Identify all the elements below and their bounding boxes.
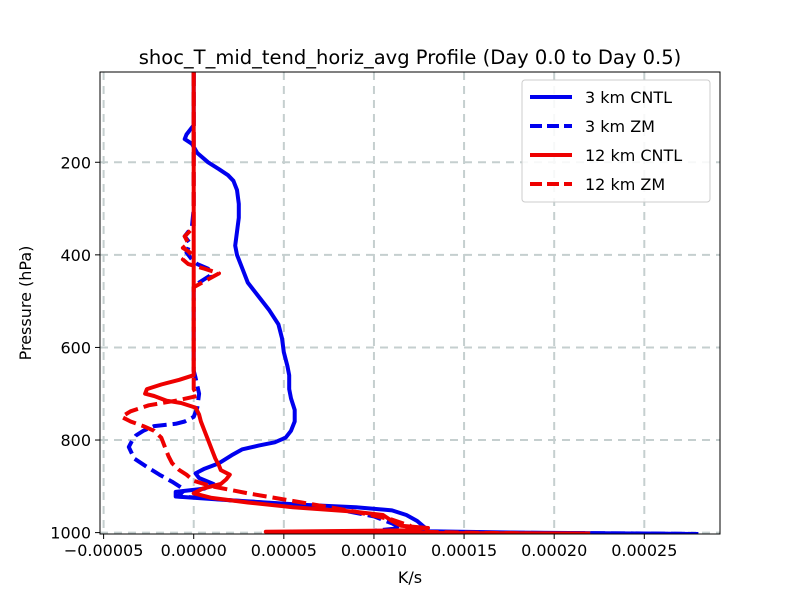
chart-title: shoc_T_mid_tend_horiz_avg Profile (Day 0… xyxy=(139,46,681,69)
y-tick-label: 600 xyxy=(60,338,91,357)
legend-label: 12 km CNTL xyxy=(585,146,682,165)
legend-label: 3 km ZM xyxy=(585,117,655,136)
x-tick-label: −0.00005 xyxy=(64,541,144,560)
x-axis-label: K/s xyxy=(398,568,422,587)
x-tick-label: 0.00005 xyxy=(251,541,317,560)
series-layer xyxy=(119,72,699,534)
y-axis: 200 400 600 800 1000 xyxy=(50,153,100,543)
x-axis: −0.00005 0.00000 0.00005 0.00010 0.00015 0.00… xyxy=(64,534,677,560)
x-tick-label: 0.00000 xyxy=(161,541,227,560)
legend-label: 3 km CNTL xyxy=(585,88,672,107)
y-tick-label: 400 xyxy=(60,246,91,265)
y-tick-label: 800 xyxy=(60,431,91,450)
x-tick-label: 0.00025 xyxy=(611,541,677,560)
plot-frame xyxy=(99,71,721,535)
y-tick-label: 200 xyxy=(60,153,91,172)
legend-box xyxy=(521,79,711,203)
legend: 3 km CNTL 3 km ZM 12 km CNTL 12 km ZM xyxy=(521,79,711,203)
legend-label: 12 km ZM xyxy=(585,175,665,194)
y-axis-label: Pressure (hPa) xyxy=(16,246,35,361)
x-tick-label: 0.00020 xyxy=(521,541,587,560)
x-tick-label: 0.00010 xyxy=(341,541,407,560)
x-tick-label: 0.00015 xyxy=(431,541,497,560)
y-tick-label: 1000 xyxy=(50,524,91,543)
series-line-3 xyxy=(143,72,591,534)
series-line-4 xyxy=(119,72,573,534)
